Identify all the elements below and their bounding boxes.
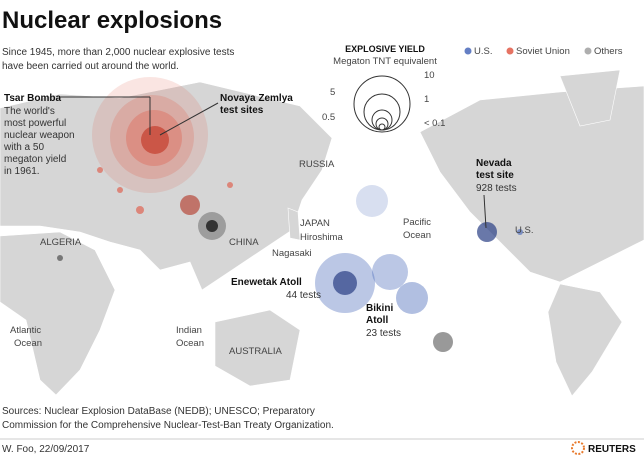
place-label: Ocean [403, 230, 431, 241]
marker [333, 271, 357, 295]
marker [206, 220, 218, 232]
place-label: Nagasaki [272, 248, 312, 259]
marker [396, 282, 428, 314]
legend-label: 0.5 [322, 112, 335, 123]
marker [136, 206, 144, 214]
legend-swatch [506, 47, 514, 55]
marker [117, 187, 123, 193]
place-label: Ocean [176, 338, 204, 349]
shape [0, 81, 333, 291]
annotation-title: Atoll [366, 315, 388, 326]
legend-label: 10 [424, 70, 435, 81]
leader-line [159, 102, 219, 136]
annotation-title: Novaya Zemlya [220, 93, 293, 104]
title: Nuclear explosions [2, 7, 222, 34]
credit: W. Foo, 22/09/2017 [2, 444, 90, 455]
legend-label: 5 [330, 87, 335, 98]
map [0, 69, 644, 397]
place-label: RUSSIA [299, 159, 335, 170]
place-label: Pacific [403, 217, 431, 228]
logo: REUTERS [588, 444, 636, 455]
marker [57, 255, 63, 261]
legend-label: Soviet Union [516, 46, 570, 57]
place-label: AUSTRALIA [229, 346, 282, 357]
annotation-title: Nevada [476, 158, 512, 169]
marker [477, 222, 497, 242]
size-legend: EXPLOSIVE YIELD Megaton TNT equivalent 1… [322, 44, 445, 133]
annotation-text: with a 50 [3, 142, 44, 153]
annotation-text: nuclear weapon [4, 130, 75, 141]
legend-label: U.S. [474, 46, 492, 57]
annotation-text: 928 tests [476, 183, 517, 194]
annotation-title: test sites [220, 105, 264, 116]
annotation-title: test site [476, 170, 514, 181]
shape [287, 207, 301, 241]
annotations: Tsar Bomba The world's most powerful nuc… [3, 93, 517, 339]
annotation-title: Enewetak Atoll [231, 277, 302, 288]
marker [372, 254, 408, 290]
place-label: Indian [176, 325, 202, 336]
place-label: Ocean [14, 338, 42, 349]
subtitle: have been carried out around the world. [2, 61, 179, 72]
place-label: Hiroshima [300, 232, 343, 243]
annotation-text: in 1961. [4, 166, 40, 177]
marker [571, 441, 585, 455]
color-legend: U.S. Soviet Union Others [464, 46, 623, 57]
marker [353, 75, 411, 133]
marker [363, 93, 401, 131]
marker [378, 123, 386, 131]
annotation-title: Bikini [366, 303, 393, 314]
marker [141, 126, 169, 154]
legend-subtitle: Megaton TNT equivalent [333, 56, 437, 67]
marker [356, 185, 388, 217]
subtitle: Since 1945, more than 2,000 nuclear expl… [2, 47, 234, 58]
place-label: Atlantic [10, 325, 41, 336]
annotation-title: Tsar Bomba [4, 93, 61, 104]
legend-label: Others [594, 46, 623, 57]
annotation-text: 44 tests [286, 290, 321, 301]
place-label: JAPAN [300, 218, 330, 229]
place-label: CHINA [229, 237, 259, 248]
shape [0, 231, 116, 396]
marker [433, 332, 453, 352]
marker [227, 182, 233, 188]
legend-title: EXPLOSIVE YIELD [345, 44, 425, 54]
shape [214, 309, 301, 387]
shape [419, 85, 644, 283]
source: Sources: Nuclear Explosion DataBase (NED… [2, 406, 315, 417]
annotation-text: The world's [4, 106, 55, 117]
marker [180, 195, 200, 215]
annotation-text: most powerful [4, 118, 66, 129]
marker [371, 109, 393, 131]
marker [97, 167, 103, 173]
marker [517, 229, 523, 235]
place-label: ALGERIA [40, 237, 82, 248]
legend-swatch [464, 47, 472, 55]
leader-line [483, 194, 487, 229]
legend-label: < 0.1 [424, 118, 445, 129]
annotation-text: megaton yield [4, 154, 66, 165]
place-label: U.S. [515, 225, 533, 236]
annotation-text: 23 tests [366, 328, 401, 339]
legend-label: 1 [424, 94, 429, 105]
shape [547, 283, 623, 397]
place-labels: RUSSIA JAPAN Hiroshima Nagasaki CHINA AL… [10, 159, 533, 357]
source: Commission for the Comprehensive Nuclear… [2, 420, 334, 431]
legend-swatch [584, 47, 592, 55]
shape [559, 69, 621, 127]
